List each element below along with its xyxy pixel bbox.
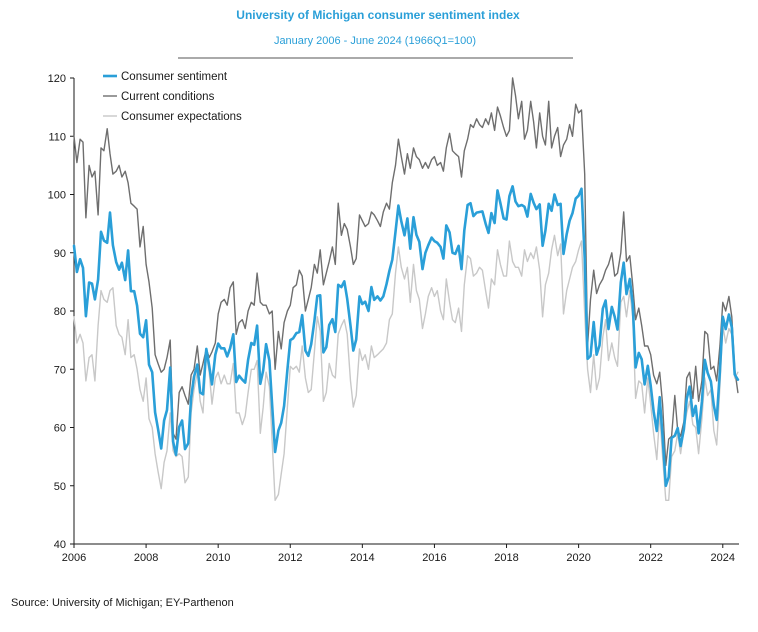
plot-area <box>72 77 740 501</box>
y-tick-label: 120 <box>48 73 66 85</box>
legend-label-consumer-expectations: Consumer expectations <box>121 111 242 123</box>
legend: Consumer sentiment Current conditions Co… <box>103 71 242 123</box>
series-line-current-conditions <box>73 77 739 467</box>
legend-label-current-conditions: Current conditions <box>121 91 215 103</box>
x-tick-label: 2012 <box>278 552 302 564</box>
x-tick-label: 2022 <box>638 552 662 564</box>
y-tick-label: 40 <box>54 539 66 551</box>
y-tick-label: 80 <box>54 306 66 318</box>
y-tick-label: 60 <box>54 423 66 435</box>
y-tick-label: 100 <box>48 190 66 202</box>
x-tick-label: 2024 <box>711 552 735 564</box>
series-line-consumer-sentiment <box>72 185 740 488</box>
y-tick-label: 50 <box>54 481 66 493</box>
chart-subtitle: January 2006 - June 2024 (1966Q1=100) <box>274 35 476 47</box>
x-axis: 2006 2008 2010 2012 2014 2016 2018 2020 2022 2024 <box>62 544 735 564</box>
x-tick-label: 2008 <box>134 552 158 564</box>
y-axis: 40 50 60 70 80 90 100 110 120 <box>48 73 74 551</box>
x-tick-label: 2016 <box>422 552 446 564</box>
x-tick-label: 2010 <box>206 552 230 564</box>
y-tick-label: 90 <box>54 248 66 260</box>
x-tick-label: 2014 <box>350 552 374 564</box>
chart-title: University of Michigan consumer sentimen… <box>236 8 520 22</box>
x-tick-label: 2020 <box>566 552 590 564</box>
y-tick-label: 70 <box>54 364 66 376</box>
x-tick-label: 2006 <box>62 552 86 564</box>
legend-label-consumer-sentiment: Consumer sentiment <box>121 71 228 83</box>
x-tick-label: 2018 <box>494 552 518 564</box>
series-line-consumer-expectations <box>73 234 739 501</box>
y-tick-label: 110 <box>48 131 66 143</box>
source-note: Source: University of Michigan; EY-Parth… <box>11 597 234 609</box>
